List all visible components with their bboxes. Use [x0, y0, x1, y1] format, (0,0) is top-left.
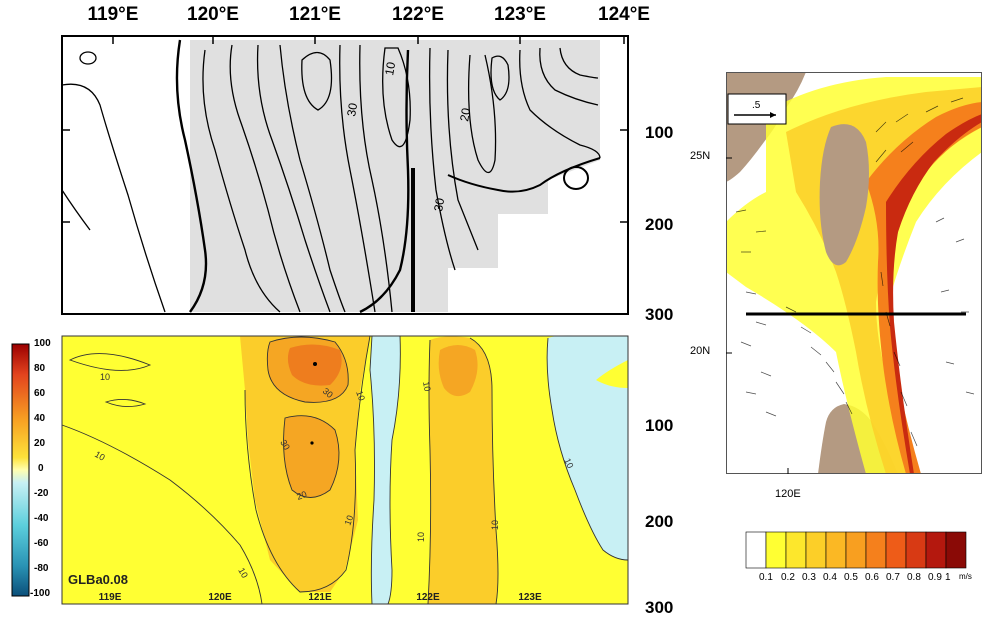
bottom-maximum-dot [313, 362, 317, 366]
top-contour-label-30a: 30 [344, 102, 360, 118]
speed-scale-label-7: 0.8 [907, 572, 921, 583]
colorbar-label-neg80: -80 [34, 563, 49, 574]
bottom-lon-label-119: 119E [99, 592, 122, 603]
speed-scale-swatch [925, 531, 947, 569]
bottom-zone-strong-lower [283, 415, 339, 498]
speed-scale-swatch [745, 531, 767, 569]
top-tick-marks [62, 36, 628, 223]
speed-scale-label-0: 0.1 [759, 572, 773, 583]
bottom-zone-strong-right [438, 345, 478, 397]
bottom-contour-label-8: 10 [421, 381, 433, 393]
bottom-lon-label-122: 122E [416, 592, 440, 603]
colorbar-label-0: 0 [38, 463, 44, 474]
top-section-plot: 10 30 20 30 [61, 35, 629, 315]
top-contour-label-10: 10 [382, 61, 398, 77]
colorbar-label-20: 20 [34, 438, 46, 449]
speed-scale-swatch [765, 531, 787, 569]
bottom-contour-label-10: 10 [490, 520, 500, 530]
bottom-contour-label-2: 10 [93, 449, 107, 463]
bottom-depth-label-300: 300 [645, 598, 674, 617]
colorbar-label-60: 60 [34, 388, 46, 399]
bottom-lon-label-120: 120E [208, 592, 232, 603]
top-depth-label-200: 200 [645, 215, 674, 234]
speed-scale-swatch [845, 531, 867, 569]
top-depth-label-300: 300 [645, 305, 674, 324]
top-lon-label-123: 123°E [494, 4, 546, 25]
top-contour-label-20: 20 [457, 107, 473, 123]
speed-scale-label-9: 1 [945, 572, 951, 583]
bottom-depth-label-200: 200 [645, 512, 674, 531]
top-lon-label-120: 120°E [187, 4, 239, 25]
colorbar [11, 343, 30, 597]
bottom-contour-label-6: 10 [354, 389, 367, 402]
top-contour-lines [61, 39, 601, 314]
bottom-contour-lines [61, 335, 629, 605]
speed-scale-swatch [785, 531, 807, 569]
top-lon-label-124: 124°E [598, 4, 650, 25]
bottom-contour-label-12: 10 [236, 566, 250, 580]
colorbar-label-neg60: -60 [34, 538, 49, 549]
speed-scale-label-1: 0.2 [781, 572, 795, 583]
bottom-plot-frame [61, 335, 629, 605]
map-lon-label-120e: 120E [775, 488, 801, 500]
bottom-contour-label-3: 30 [321, 386, 335, 400]
top-unshaded-pocket [62, 40, 190, 312]
speed-scale-labels: 0.1 0.2 0.3 0.4 0.5 0.6 0.7 0.8 0.9 1 m/… [745, 572, 982, 586]
speed-scale-label-5: 0.6 [865, 572, 879, 583]
colorbar-label-neg20: -20 [34, 488, 49, 499]
model-label: GLBa0.08 [68, 572, 128, 587]
speed-scale-swatch [825, 531, 847, 569]
speed-scale-label-8: 0.9 [928, 572, 942, 583]
colorbar-label-40: 40 [34, 413, 46, 424]
colorbar-labels: 100 80 60 40 20 0 -20 -40 -60 -80 -100 [30, 338, 58, 600]
speed-scale-label-4: 0.5 [844, 572, 858, 583]
speed-scale-swatch [945, 531, 967, 569]
bottom-contour-label-4: 30 [278, 438, 292, 452]
speed-scale-swatch [805, 531, 827, 569]
colorbar-label-neg40: -40 [34, 513, 49, 524]
top-lon-label-121: 121°E [289, 4, 341, 25]
bottom-section-plot: 10 10 30 30 20 10 10 10 10 10 10 10 GLBa… [11, 335, 629, 605]
top-lon-label-119: 119°E [87, 4, 139, 25]
map-land-taiwan [819, 124, 869, 266]
map-vector-field [735, 97, 975, 447]
bottom-zone-negative-notch [596, 360, 628, 388]
bottom-zone-negative-center [370, 336, 401, 604]
top-lon-label-122: 122°E [392, 4, 444, 25]
top-shaded-region [190, 40, 600, 312]
bottom-contour-label-11: 10 [562, 457, 575, 470]
speed-scale-swatch [905, 531, 927, 569]
bottom-lon-label-121: 121E [308, 592, 332, 603]
current-map: .5 [726, 72, 982, 474]
colorbar-label-neg100: -100 [30, 588, 51, 599]
speed-scale-unit: m/s [959, 572, 972, 581]
speed-scale-legend [745, 531, 967, 569]
speed-scale-label-6: 0.7 [886, 572, 900, 583]
bottom-contour-label-1: 10 [100, 372, 110, 382]
bottom-zone-orange-right [428, 336, 498, 604]
speed-scale-label-2: 0.3 [802, 572, 816, 583]
map-lat-label-20n: 20N [690, 345, 711, 357]
colorbar-label-100: 100 [34, 338, 51, 349]
colorbar-label-80: 80 [34, 363, 46, 374]
bottom-contour-label-5: 20 [295, 489, 308, 502]
speed-scale-label-3: 0.4 [823, 572, 837, 583]
speed-scale-swatch [865, 531, 887, 569]
top-depth-label-100: 100 [645, 123, 674, 142]
bottom-contour-label-9: 10 [416, 532, 426, 542]
bottom-zone-negative-right [547, 335, 628, 560]
map-reference-vector-label: .5 [752, 100, 761, 111]
speed-scale-swatch [885, 531, 907, 569]
bottom-contour-label-7: 10 [342, 514, 355, 527]
bottom-secondary-dot [310, 441, 314, 445]
bottom-lon-label-123: 123E [518, 592, 542, 603]
map-lat-label-25n: 25N [690, 150, 711, 162]
map-reference-vector-box [727, 93, 787, 125]
map-ticks [726, 157, 789, 474]
bottom-depth-label-100: 100 [645, 416, 674, 435]
top-plot-frame [61, 35, 629, 315]
top-contour-label-30b: 30 [431, 197, 447, 213]
